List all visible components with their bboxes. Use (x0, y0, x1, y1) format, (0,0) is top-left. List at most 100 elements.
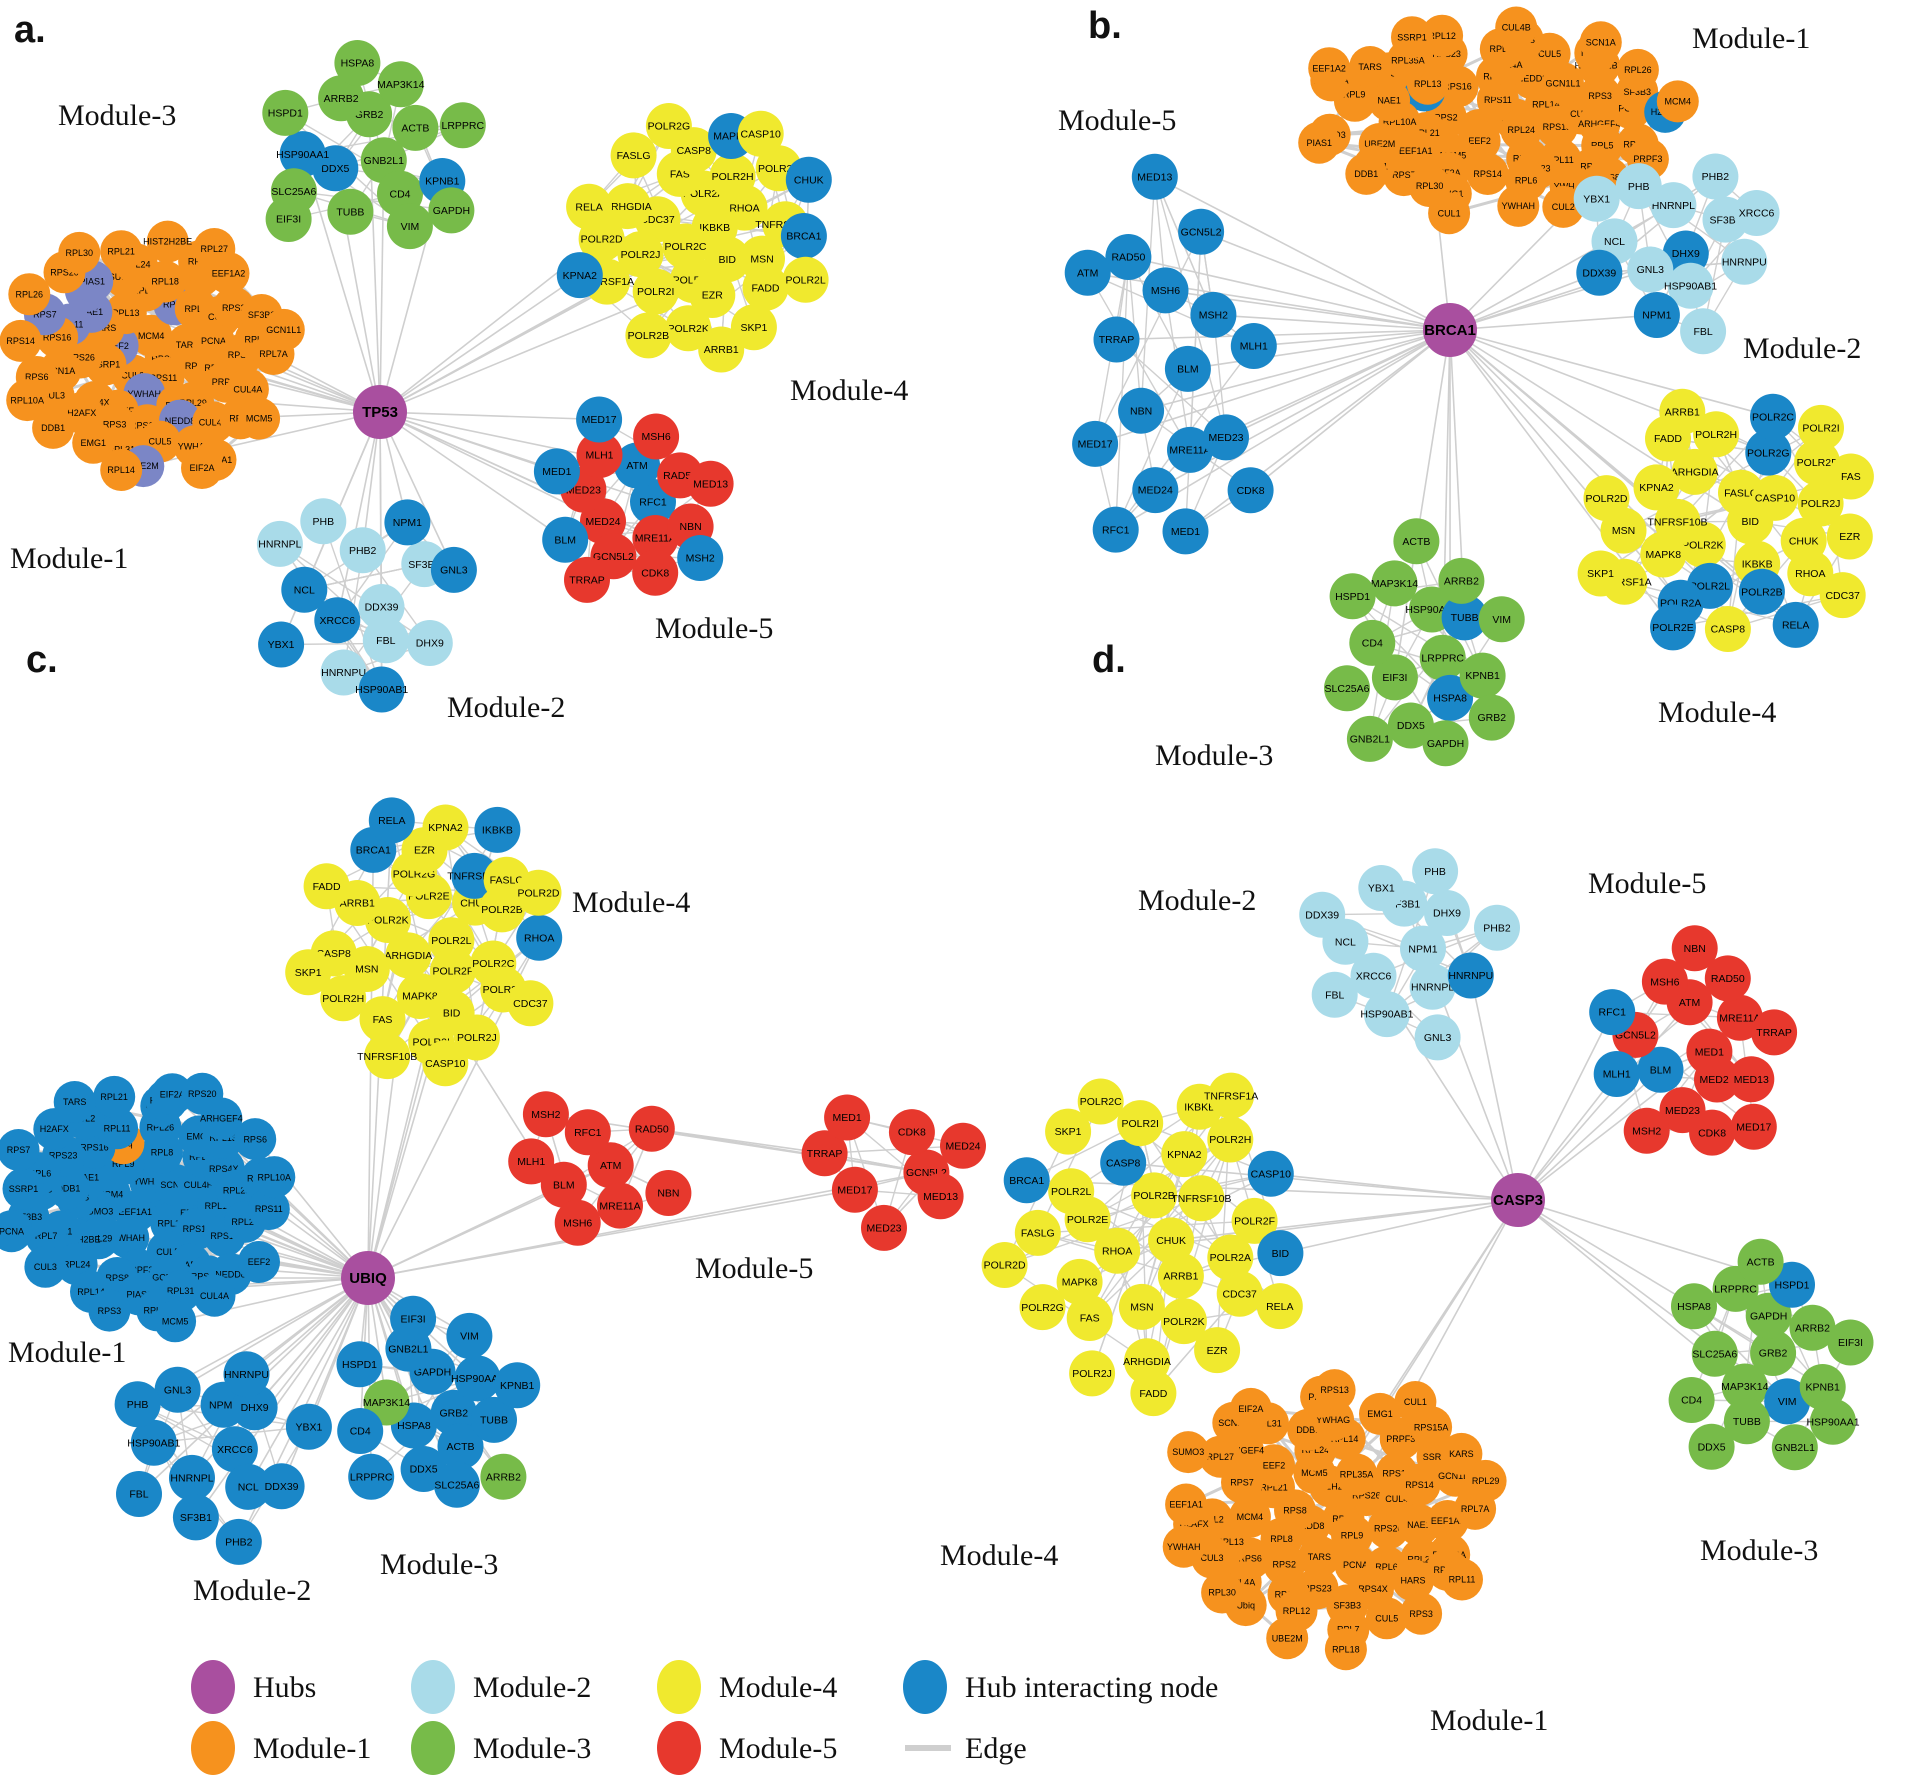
node-HSP90AB1 (130, 1419, 177, 1466)
node-HSP90AB1 (1363, 991, 1410, 1038)
node-SKP1 (285, 949, 332, 996)
node-label-PHB: PHB (1628, 181, 1650, 193)
node-PIAS1 (1298, 121, 1341, 164)
legend-swatch-module1 (191, 1721, 235, 1775)
node-label-HSPD1: HSPD1 (1774, 1279, 1809, 1291)
node-label-RPL18: RPL18 (1332, 1644, 1360, 1654)
panel-c: POLR2LARHGDIAPOLR2EPOLR2FPOLR2KCHUKMAPK8… (0, 639, 986, 1607)
node-TRRAP (1751, 1009, 1798, 1056)
node-GRB2 (1468, 694, 1515, 741)
node-GCN5L2 (1178, 208, 1225, 255)
panel-letter-a: a. (14, 9, 46, 51)
node-DDX5 (1688, 1423, 1735, 1470)
node-XRCC6 (211, 1426, 258, 1473)
node-GNB2L1 (1771, 1424, 1818, 1471)
node-label-CDK8: CDK8 (641, 568, 669, 580)
node-TRRAP (564, 556, 610, 603)
node-label-GRB2: GRB2 (440, 1407, 469, 1419)
node-EIF3I (1371, 654, 1418, 701)
node-label-ARRB2: ARRB2 (486, 1471, 521, 1483)
panel-a: GNB2L1 DDX5 GRB2 CD4 HSP90AA1 ACTB TUBB ARRB2 KP… (0, 9, 908, 724)
node-YBX1 (1358, 865, 1405, 911)
node-label-POLR2K: POLR2K (367, 915, 408, 927)
node-SLC25A6 (1324, 665, 1370, 712)
node-HSP90AB1 (358, 666, 405, 713)
node-CDK8 (632, 549, 679, 596)
node-label-RAD50: RAD50 (1111, 252, 1145, 264)
hub-edge (1449, 314, 1657, 331)
node-label-EEF1A1: EEF1A1 (119, 1207, 153, 1217)
node-label-RPL10A: RPL10A (1383, 117, 1417, 127)
node-label-H2AFX: H2AFX (1180, 1519, 1209, 1529)
node-label-YWHAH: YWHAH (128, 389, 162, 399)
hub-label-UBIQ: UBIQ (349, 1270, 387, 1287)
node-FASLG (1718, 469, 1764, 516)
edge (1154, 176, 1227, 438)
node-label-FAS: FAS (670, 169, 690, 181)
node-label-MCM4: MCM4 (1237, 1512, 1264, 1522)
node-CASP8 (1100, 1139, 1147, 1186)
node-label-RPL18: RPL18 (151, 277, 179, 287)
node-label-FAS: FAS (373, 1014, 393, 1026)
hub-label-CASP3: CASP3 (1493, 1192, 1543, 1209)
node-label-POLR2H: POLR2H (1209, 1134, 1251, 1146)
node-label-RPL6: RPL6 (1515, 175, 1538, 185)
node-label-MED1: MED1 (1695, 1046, 1724, 1058)
module-title-b-module-3: Module-3 (1155, 739, 1273, 772)
node-label-DDB1: DDB1 (1354, 169, 1378, 179)
node-label-HNRNPL: HNRNPL (258, 539, 301, 551)
node-MED1 (533, 448, 580, 495)
module-title-b-module-4: Module-4 (1658, 696, 1776, 729)
legend-label-hub: Hubs (253, 1671, 316, 1704)
node-label-LRPPRC: LRPPRC (350, 1471, 393, 1483)
node-label-DDB1: DDB1 (1296, 1425, 1320, 1435)
node-label-NAE1: NAE1 (1407, 1520, 1431, 1530)
node-MED24 (1132, 467, 1179, 514)
edge (824, 1145, 964, 1154)
node-MED13 (1131, 153, 1178, 200)
edge (1115, 256, 1130, 530)
node-NPM1 (384, 499, 431, 546)
node-label-RPL7A: RPL7A (1461, 1504, 1490, 1514)
node-CDC37 (1216, 1270, 1263, 1317)
node-label-NCL: NCL (1604, 236, 1625, 248)
node-RPL27 (1199, 1435, 1242, 1478)
node-XRCC6 (314, 597, 361, 644)
node-label-NAE1: NAE1 (76, 1172, 100, 1182)
node-RPS14 (0, 319, 42, 362)
node-label-POLR2C: POLR2C (1752, 412, 1794, 424)
node-label-RPL24: RPL24 (1302, 1445, 1330, 1455)
node-POLR2D (1583, 475, 1630, 522)
node-label-HSPD1: HSPD1 (342, 1359, 377, 1371)
node-KPNA2 (1161, 1131, 1208, 1178)
node-CDK8 (1689, 1109, 1736, 1156)
node-label-MED24: MED24 (585, 516, 620, 528)
node-POLR2H (1693, 411, 1740, 458)
legend-label-module1: Module-1 (253, 1732, 371, 1765)
node-MED1 (1162, 508, 1209, 555)
node-label-POLR2B: POLR2B (1741, 586, 1782, 598)
node-label-CUL4B: CUL4B (1385, 1494, 1414, 1504)
node-label-RPS3: RPS3 (1588, 91, 1612, 101)
node-RPL21 (100, 230, 143, 273)
node-label-CASP10: CASP10 (1251, 1168, 1291, 1180)
node-label-MRE11A: MRE11A (635, 533, 676, 545)
node-PHB2 (339, 527, 386, 574)
node-MLH1 (508, 1138, 555, 1185)
node-MAP3K14 (1721, 1363, 1768, 1410)
node-label-CDC37: CDC37 (1825, 590, 1860, 602)
node-label-POLR2J: POLR2J (457, 1032, 497, 1044)
node-label-GNB2L1: GNB2L1 (1350, 734, 1390, 746)
node-EIF3I (390, 1295, 437, 1342)
node-SKP1 (730, 304, 777, 351)
node-POLR2L (782, 256, 829, 303)
node-POLR2L (1048, 1168, 1095, 1215)
node-label-RELA: RELA (1266, 1301, 1293, 1313)
node-POLR2K (665, 305, 712, 352)
node-label-RPL7: RPL7 (35, 1231, 58, 1241)
node-POLR2G (1745, 429, 1792, 476)
module-title-a-module-1: Module-1 (10, 542, 128, 575)
node-label-ATM: ATM (1679, 997, 1700, 1009)
node-label-YWHAH: YWHAH (1502, 201, 1536, 211)
